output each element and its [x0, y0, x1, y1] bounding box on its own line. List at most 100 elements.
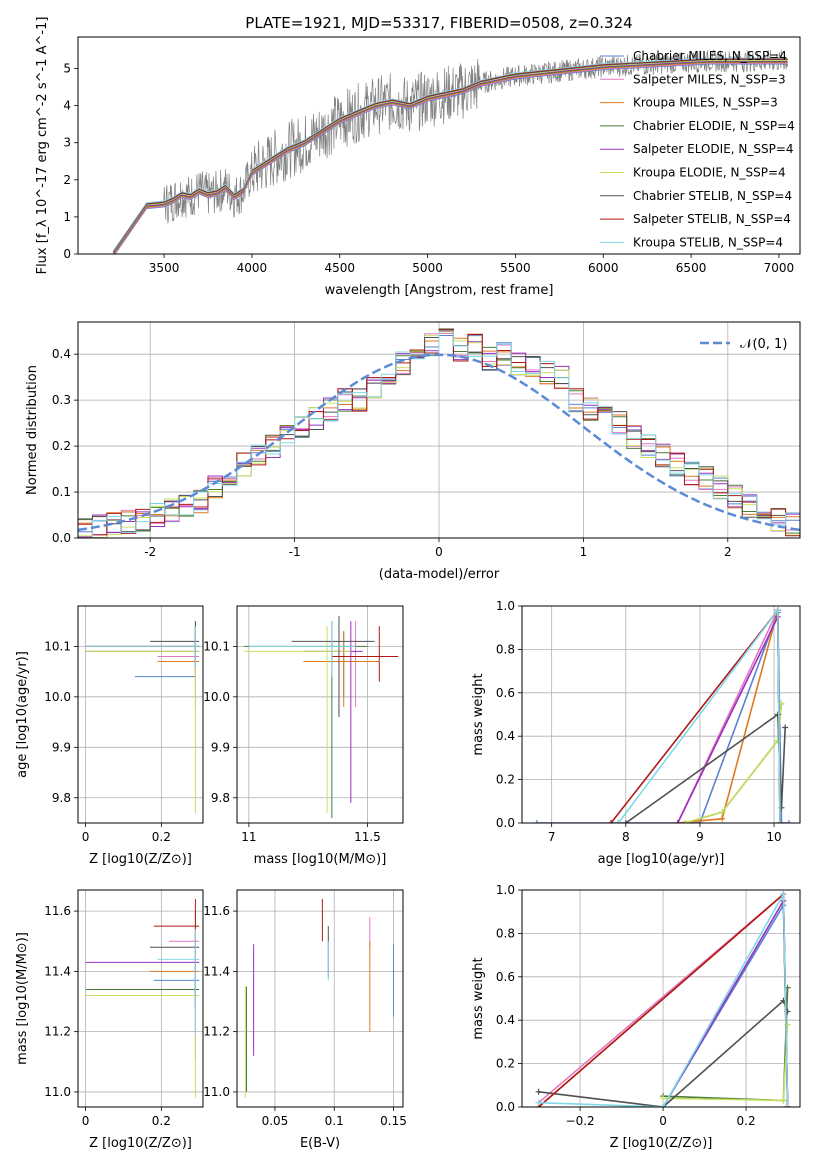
- y-tick-label: 2: [63, 173, 71, 187]
- model-line: [114, 62, 788, 254]
- y-tick-label: 11.6: [44, 904, 71, 918]
- axes-frame: [77, 321, 801, 539]
- model-line: [113, 62, 788, 254]
- gridlines: [78, 606, 203, 823]
- legend-label: Kroupa STELIB, N_SSP=4: [633, 235, 783, 249]
- y-tick-label: 9.9: [211, 740, 230, 754]
- plot-area: [78, 328, 800, 538]
- x-tick-label: 8: [622, 830, 630, 844]
- x-tick-label: -1: [289, 545, 301, 559]
- x-tick-label: 5500: [500, 261, 531, 275]
- y-tick-label: 0.4: [52, 347, 71, 361]
- x-tick-label: 0.15: [380, 1114, 407, 1128]
- x-tick-label: 0.2: [152, 830, 171, 844]
- plot-area: [244, 616, 399, 818]
- y-tick-label: 3: [63, 136, 71, 150]
- weight-marker: [615, 820, 622, 823]
- axes-frame: [521, 605, 801, 824]
- legend-label: Chabrier ELODIE, N_SSP=4: [633, 119, 795, 133]
- plot-area: [85, 899, 200, 1098]
- model-line: [114, 63, 788, 254]
- weight-marker: [674, 820, 681, 823]
- y-tick-label: 11.2: [203, 1025, 230, 1039]
- axes-frame: [236, 889, 404, 1108]
- gridlines: [237, 606, 403, 823]
- x-tick-label: 5000: [412, 261, 443, 275]
- plot-area: [535, 891, 791, 1107]
- y-tick-label: 0.8: [496, 926, 515, 940]
- model-line: [112, 59, 788, 253]
- weight-marker: [784, 1104, 791, 1107]
- y-tick-label: 0.0: [52, 531, 71, 545]
- y-tick-label: 0.4: [496, 1013, 515, 1027]
- weight-marker: [774, 711, 781, 718]
- x-tick-label: 0.2: [152, 1114, 171, 1128]
- x-tick-label: 4500: [324, 261, 355, 275]
- data-spectrum-line: [112, 49, 789, 254]
- x-tick-label: -2: [144, 545, 156, 559]
- y-tick-label: 10.1: [203, 639, 230, 653]
- plot-area: [533, 607, 792, 823]
- x-tick-label: 0.2: [737, 1114, 756, 1128]
- axes-1: -2 -1 0 1 2 0.0 0.1 0.2 0.3 0.4 (data-model)/error…: [25, 321, 801, 582]
- y-tick-label: 11.0: [44, 1085, 71, 1099]
- legend-label: Salpeter ELODIE, N_SSP=4: [633, 142, 794, 156]
- x-tick-label: 6000: [588, 261, 619, 275]
- y-axis-label: mass weight: [471, 957, 486, 1039]
- weight-marker: [780, 1097, 787, 1104]
- histogram-step: [78, 330, 800, 538]
- y-tick-label: 0.0: [496, 1100, 515, 1114]
- x-tick-label: 0: [82, 830, 90, 844]
- y-axis-label: Normed distribution: [25, 365, 40, 495]
- plot-area: [244, 899, 395, 1098]
- y-tick-label: 10.1: [44, 639, 71, 653]
- y-tick-label: 0.6: [496, 970, 515, 984]
- y-tick-label: 5: [63, 62, 71, 76]
- chart-title: PLATE=1921, MJD=53317, FIBERID=0508, z=0…: [245, 14, 632, 32]
- axes-frame: [236, 605, 404, 824]
- y-tick-label: 0.2: [496, 1057, 515, 1071]
- y-tick-label: 9.8: [211, 791, 230, 805]
- errorbar-point: [244, 626, 351, 813]
- errorbar-point: [85, 626, 200, 667]
- legend-label: Kroupa MILES, N_SSP=3: [633, 96, 778, 110]
- x-tick-label: 11.5: [354, 830, 381, 844]
- x-axis-label: wavelength [Angstrom, rest frame]: [325, 283, 554, 298]
- legend-label: 𝒩(0, 1): [740, 337, 787, 352]
- axes-frame: [77, 36, 801, 255]
- y-tick-label: 0.3: [52, 393, 71, 407]
- plot-area: [85, 621, 200, 813]
- plot-area: [112, 49, 789, 254]
- weight-marker: [660, 1104, 667, 1107]
- y-tick-label: 9.9: [52, 740, 71, 754]
- y-tick-label: 1.0: [496, 883, 515, 897]
- x-tick-label: 10: [766, 830, 781, 844]
- legend-label: Chabrier STELIB, N_SSP=4: [633, 189, 792, 203]
- weight-marker: [719, 809, 726, 816]
- model-line: [112, 57, 788, 252]
- weight-marker: [533, 820, 540, 823]
- y-tick-label: 0.1: [52, 485, 71, 499]
- axes-3: 11 11.5 9.8 9.9 10.0 10.1 mass [log10(M/M⊙)]: [203, 605, 404, 867]
- normal-curve: [78, 353, 800, 532]
- legend-label: Salpeter STELIB, N_SSP=4: [633, 212, 791, 226]
- y-tick-label: 0.2: [52, 439, 71, 453]
- model-line: [113, 61, 788, 254]
- x-tick-label: 7000: [764, 261, 795, 275]
- y-tick-label: 0.8: [496, 642, 515, 656]
- x-axis-label: E(B-V): [300, 1136, 340, 1151]
- weight-marker: [682, 820, 689, 823]
- y-tick-label: 10.0: [203, 690, 230, 704]
- weight-marker: [535, 1099, 542, 1106]
- y-tick-label: 4: [63, 99, 71, 113]
- errorbar-point: [331, 626, 399, 682]
- weight-marker: [719, 815, 726, 822]
- weight-marker: [778, 820, 785, 823]
- errorbar-point: [303, 631, 380, 707]
- y-axis-label: Flux [f_λ 10^-17 erg cm^-2 s^-1 A^-1]: [35, 17, 50, 275]
- axes-7: −0.2 0 0.2 0.0 0.2 0.4 0.6 0.8 1.0 Z [log10(Z/Z⊙)…: [471, 883, 801, 1151]
- x-tick-label: 0: [659, 1114, 667, 1128]
- x-tick-label: 0.05: [262, 1114, 289, 1128]
- x-axis-label: Z [log10(Z/Z⊙)]: [89, 1136, 192, 1151]
- x-tick-label: 7: [548, 830, 556, 844]
